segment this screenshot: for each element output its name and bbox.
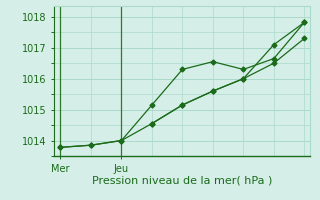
X-axis label: Pression niveau de la mer( hPa ): Pression niveau de la mer( hPa ) — [92, 175, 273, 185]
